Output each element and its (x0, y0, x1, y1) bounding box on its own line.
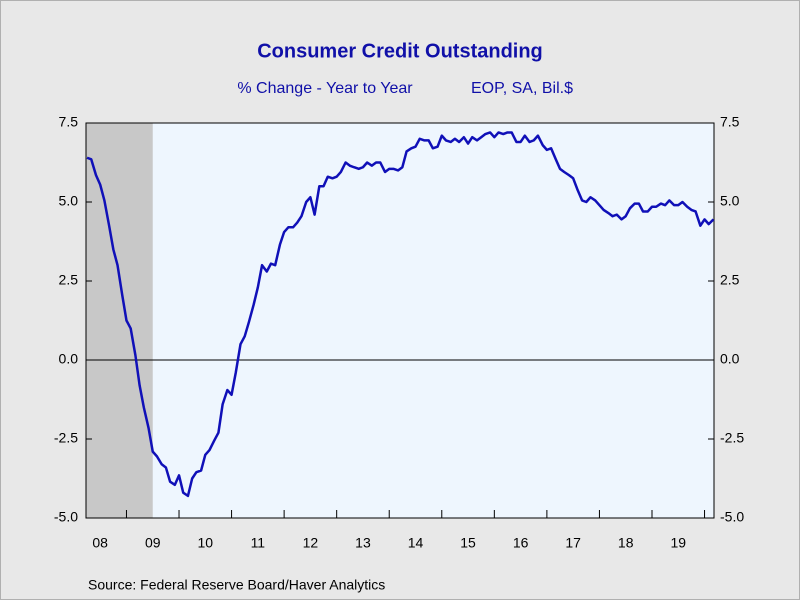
y2-tick-label: 2.5 (720, 272, 740, 288)
x-tick-label: 15 (460, 535, 476, 551)
plot-background (86, 123, 714, 518)
y-tick-label: 2.5 (59, 272, 79, 288)
source-note: Source: Federal Reserve Board/Haver Anal… (88, 577, 385, 593)
y2-tick-label: -5.0 (720, 509, 744, 525)
series-line (86, 131, 715, 498)
y2-tick-label: 0.0 (720, 351, 740, 367)
plot-frame (85, 122, 715, 519)
recession-shading (86, 123, 153, 518)
chart-subtitle-units: EOP, SA, Bil.$ (471, 80, 573, 97)
y-tick-label: 5.0 (59, 193, 79, 209)
x-tick-label: 18 (618, 535, 634, 551)
x-tick-label: 13 (355, 535, 371, 551)
x-tick-label: 19 (670, 535, 686, 551)
chart-subtitle: % Change - Year to Year (237, 80, 413, 97)
y2-tick-label: 5.0 (720, 193, 740, 209)
y-tick-label: -2.5 (54, 430, 78, 446)
x-tick-label: 14 (408, 535, 424, 551)
y-tick-label: 7.5 (59, 114, 79, 130)
x-tick-label: 08 (92, 535, 108, 551)
x-tick-label: 11 (251, 535, 266, 551)
y2-tick-label: -2.5 (720, 430, 744, 446)
x-tick-label: 12 (303, 535, 319, 551)
x-tick-label: 09 (145, 535, 161, 551)
x-tick-label: 17 (565, 535, 581, 551)
x-tick-label: 16 (513, 535, 529, 551)
y-tick-label: -5.0 (54, 509, 78, 525)
y-tick-label: 0.0 (59, 351, 79, 367)
x-tick-label: 10 (198, 535, 214, 551)
y2-tick-label: 7.5 (720, 114, 740, 130)
chart-title: Consumer Credit Outstanding (257, 40, 543, 62)
